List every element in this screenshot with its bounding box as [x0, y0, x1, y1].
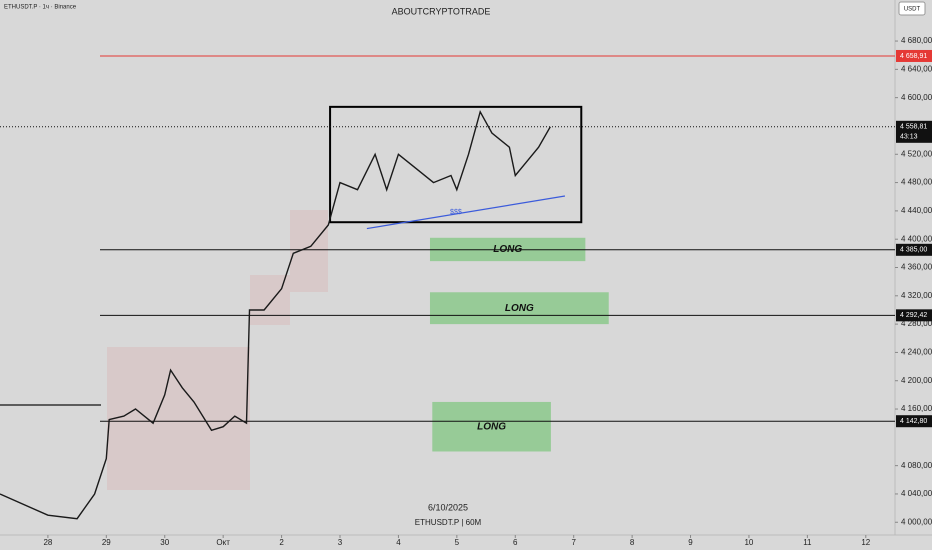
y-tick-label: 4 280,00	[901, 319, 932, 328]
y-tick-label: 4 400,00	[901, 234, 932, 243]
y-tick-label: 4 040,00	[901, 489, 932, 498]
x-tick-label: 10	[744, 538, 753, 547]
x-tick-label: 2	[279, 538, 284, 547]
long-zone	[432, 401, 551, 452]
y-tick-label: 4 640,00	[901, 64, 932, 73]
footer-date: 6/10/2025	[428, 502, 468, 512]
long-zone	[429, 292, 609, 325]
price-tag-label: 4 292,42	[900, 312, 927, 319]
y-tick-label: 4 520,00	[901, 149, 932, 158]
price-tag	[896, 309, 932, 322]
zone-label: LONG	[477, 421, 506, 432]
y-tick-label: 4 680,00	[901, 36, 932, 45]
x-tick-label: 11	[803, 538, 812, 547]
y-tick-label: 4 480,00	[901, 178, 932, 187]
price-tag	[896, 49, 932, 62]
y-tick-label: 4 160,00	[901, 404, 932, 413]
symbol: ETHUSDT.P · 1ч · Binance	[4, 5, 77, 11]
x-tick-label: 8	[630, 538, 635, 547]
x-tick-label: 28	[43, 538, 52, 547]
trendline	[366, 195, 566, 230]
price-tag	[896, 243, 932, 256]
price-tag-label: 4 385,00	[900, 247, 927, 254]
range-box	[329, 105, 583, 224]
x-tick-label: 5	[455, 538, 460, 547]
footer-symbol: ETHUSDT.P | 60M	[415, 518, 482, 527]
y-tick-label: 4 600,00	[901, 93, 932, 102]
y-tick-label: 4 440,00	[901, 206, 932, 215]
currency-box[interactable]	[898, 1, 926, 16]
y-tick-label: 4 080,00	[901, 461, 932, 470]
price-tag-label: 4 558,81	[900, 124, 927, 131]
chart-title: ABOUTCRYPTOTRADE	[392, 6, 491, 16]
x-tick-label: 7	[571, 538, 576, 547]
price-line	[0, 109, 551, 520]
trendline-label: $$$	[450, 209, 462, 216]
x-tick-label: Окт	[216, 538, 230, 547]
session-box	[107, 347, 250, 490]
price-tag-label: 4 658,91	[900, 53, 927, 60]
countdown: 43:13	[900, 134, 918, 141]
x-tick-label: 30	[160, 538, 169, 547]
y-tick-label: 4 000,00	[901, 517, 932, 526]
x-tick-label: 6	[513, 538, 518, 547]
price-tag-label: 4 142,80	[900, 418, 927, 425]
x-tick-label: 9	[688, 538, 693, 547]
x-tick-label: 3	[338, 538, 343, 547]
y-tick-label: 4 320,00	[901, 291, 932, 300]
price-tag	[896, 415, 932, 428]
x-tick-label: 29	[102, 538, 111, 547]
session-box	[290, 210, 328, 292]
y-tick-label: 4 360,00	[901, 263, 932, 272]
y-tick-label: 4 240,00	[901, 348, 932, 357]
price-tag	[896, 120, 932, 143]
x-tick-label: 4	[396, 538, 401, 547]
y-tick-label: 4 200,00	[901, 376, 932, 385]
currency[interactable]: USDT	[904, 7, 921, 13]
x-tick-label: 12	[861, 538, 870, 547]
zone-label: LONG	[505, 303, 534, 314]
